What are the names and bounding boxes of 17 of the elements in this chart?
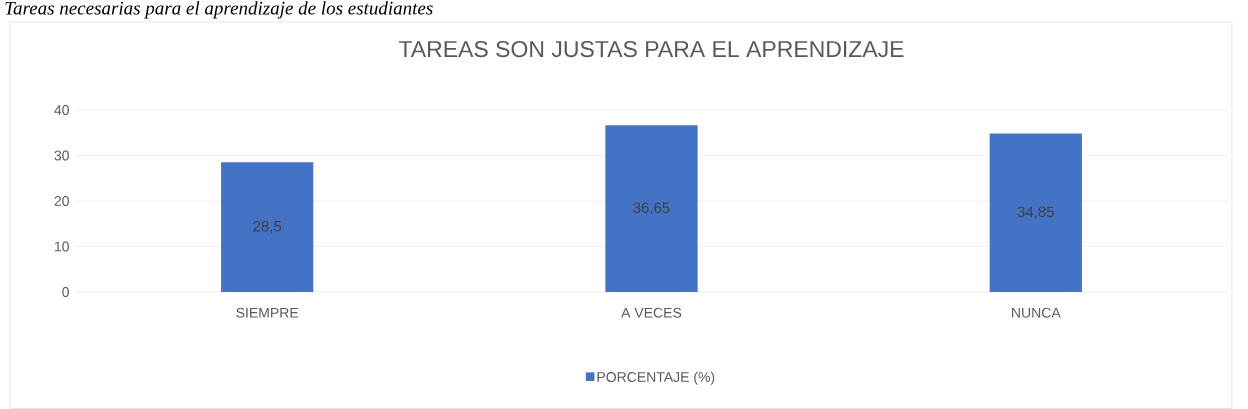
- y-tick-label: 30: [54, 150, 69, 161]
- data-label: 36,65: [633, 202, 670, 215]
- y-tick-label: 20: [54, 196, 69, 206]
- bar: [221, 162, 314, 292]
- x-tick-label: A VECES: [621, 307, 682, 318]
- y-tick-label: 40: [54, 105, 69, 115]
- legend-label: PORCENTAJE (%): [597, 371, 715, 385]
- data-label: 34,85: [1017, 206, 1054, 219]
- x-tick-label: NUNCA: [1012, 307, 1061, 318]
- data-label: 28,5: [253, 220, 282, 234]
- y-tick-label: 10: [54, 241, 69, 252]
- y-tick-label: 0: [62, 287, 69, 297]
- chart-title: TAREAS SON JUSTAS PARA EL APRENDIZAJE: [398, 40, 904, 58]
- bar: [989, 133, 1082, 292]
- bar: [605, 125, 698, 292]
- x-tick-label: SIEMPRE: [236, 307, 299, 318]
- text: Tareas necesarias para el aprendizaje de los estudiantes: [5, 1, 433, 19]
